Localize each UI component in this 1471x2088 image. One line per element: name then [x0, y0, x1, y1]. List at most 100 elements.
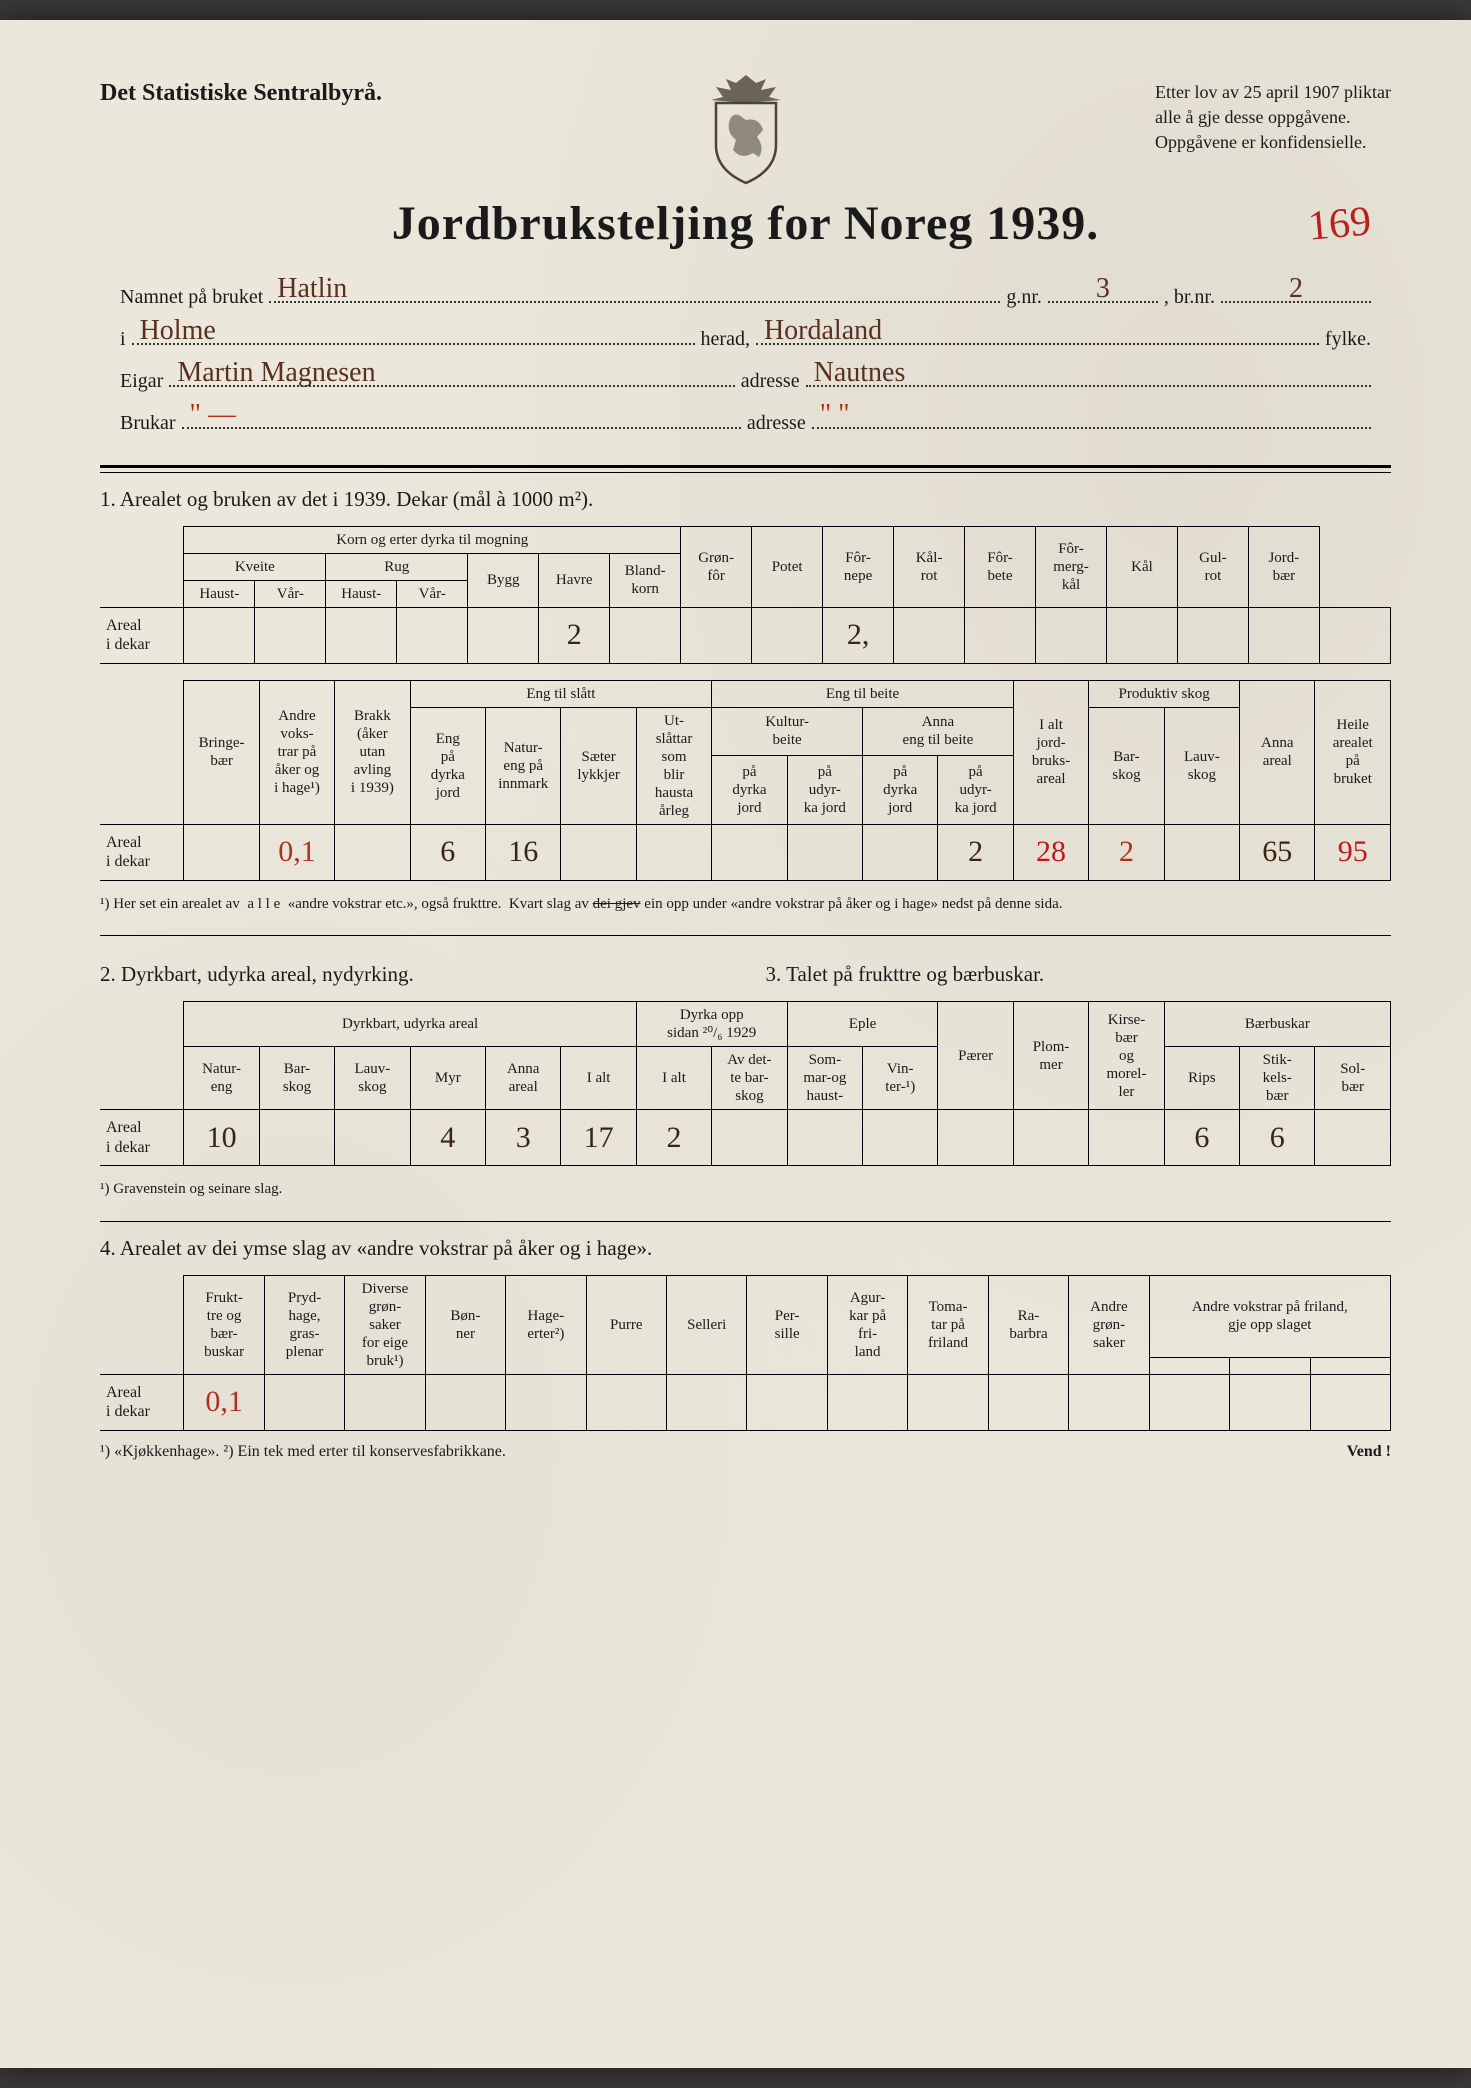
- col-kveite-vaar: Vår-: [255, 580, 326, 607]
- col-forbete: Fôr-bete: [965, 526, 1036, 607]
- col-saeter: Sæterlykkjer: [561, 707, 636, 824]
- section2-title: 2. Dyrkbart, udyrka areal, nydyrking.: [100, 962, 726, 987]
- col-persille: Per-sille: [747, 1275, 827, 1374]
- col-lauvskog: Lauv-skog: [335, 1047, 410, 1110]
- fylke-field: Hordaland: [756, 323, 1319, 345]
- col-kulturbeite: Kultur-beite: [712, 707, 863, 756]
- herad-field: Holme: [132, 323, 695, 345]
- val-anna-areal: 65: [1240, 824, 1315, 880]
- i-label: i: [120, 328, 126, 351]
- col-kal: Kål: [1106, 526, 1177, 607]
- col-prod-skog: Produktiv skog: [1089, 680, 1240, 707]
- col-utslattar: Ut-slåttarsomblirhaustaårleg: [636, 707, 711, 824]
- col-friland-1: [1149, 1358, 1229, 1375]
- col-friland-2: [1230, 1358, 1310, 1375]
- fylke-label: fylke.: [1325, 328, 1371, 351]
- legal-line-1: Etter lov av 25 april 1907 pliktar: [1155, 80, 1391, 105]
- herad-label: herad,: [701, 328, 750, 351]
- namnet-field: Hatlin: [269, 281, 1000, 303]
- col-solbaer: Sol-bær: [1315, 1047, 1391, 1110]
- col-blandkorn: Bland-korn: [610, 553, 681, 607]
- col-natureng-innmark: Natur-eng påinnmark: [486, 707, 561, 824]
- col-gronfor: Grøn-fôr: [681, 526, 752, 607]
- col-anna-areal: Annaareal: [486, 1047, 561, 1110]
- identification-block: Namnet på bruket Hatlin g.nr. 3 , br.nr.…: [120, 281, 1371, 435]
- legal-line-3: Oppgåvene er konfidensielle.: [1155, 130, 1391, 155]
- col-jordbaer: Jord-bær: [1248, 526, 1319, 607]
- adresse-label: adresse: [741, 370, 800, 393]
- val-ialt2: 2: [636, 1110, 711, 1166]
- col-agurkar: Agur-kar påfri-land: [827, 1275, 907, 1374]
- col-prydhage: Pryd-hage,gras-plenar: [264, 1275, 344, 1374]
- col-baerbuskar: Bærbuskar: [1164, 1002, 1390, 1047]
- divider: [100, 472, 1391, 473]
- col-natureng: Natur-eng: [184, 1047, 259, 1110]
- col-brakk: Brakk(åkerutanavlingi 1939): [335, 680, 410, 824]
- namnet-value: Hatlin: [277, 273, 347, 305]
- col-rips: Rips: [1164, 1047, 1239, 1110]
- col-formergkal: Fôr-merg-kål: [1036, 526, 1107, 607]
- val-potet: 2,: [823, 607, 894, 663]
- col-frukttre: Frukt-tre ogbær-buskar: [184, 1275, 264, 1374]
- divider: [100, 465, 1391, 468]
- col-avdet-barskog: Av det-te bar-skog: [712, 1047, 787, 1110]
- agency-name: Det Statistiske Sentralbyrå.: [100, 80, 382, 107]
- col-ialt: I alt: [561, 1047, 636, 1110]
- section-2-3-titles: 2. Dyrkbart, udyrka areal, nydyrking. 3.…: [100, 950, 1391, 1001]
- col-stikkelsbaer: Stik-kels-bær: [1240, 1047, 1315, 1110]
- page-number-handwritten: 169: [1306, 197, 1373, 250]
- table-1b-data-row: Areali dekar 0,1 6 16 2 28 2 65 95: [100, 824, 1391, 880]
- val-eng-dyrka: 6: [410, 824, 485, 880]
- col-bygg: Bygg: [468, 553, 539, 607]
- brukar-value: " —: [190, 399, 236, 431]
- col-group-dyrkbart: Dyrkbart, udyrka areal: [184, 1002, 636, 1047]
- adresse2-value: " ": [820, 399, 850, 431]
- gnr-field: 3: [1048, 281, 1158, 303]
- header: Det Statistiske Sentralbyrå. Etter lov a…: [100, 80, 1391, 156]
- brukar-label: Brukar: [120, 412, 176, 435]
- col-kb-dyrka: pådyrkajord: [712, 756, 787, 824]
- col-rug-haust: Haust-: [326, 580, 397, 607]
- col-hageerter: Hage-erter²): [506, 1275, 586, 1374]
- col-paerer: Pærer: [938, 1002, 1013, 1110]
- val-andre-vokstrar: 0,1: [259, 824, 334, 880]
- legal-line-2: alle å gje desse oppgåvene.: [1155, 105, 1391, 130]
- col-rabarbra: Ra-barbra: [988, 1275, 1068, 1374]
- row-label: Areali dekar: [100, 1374, 184, 1430]
- col-eple: Eple: [787, 1002, 938, 1047]
- col-andre-gron: Andregrøn-saker: [1069, 1275, 1149, 1374]
- col-kirsebaer: Kirse-bærogmorel-ler: [1089, 1002, 1164, 1110]
- col-vinter: Vin-ter-¹): [863, 1047, 938, 1110]
- col-fornepe: Fôr-nepe: [823, 526, 894, 607]
- section2-footnote: ¹) Gravenstein og seinare slag.: [100, 1178, 1391, 1201]
- section4-footnote: ¹) «Kjøkkenhage». ²) Ein tek med erter t…: [100, 1443, 506, 1461]
- col-kveite-haust: Haust-: [184, 580, 255, 607]
- col-kveite: Kveite: [184, 553, 326, 580]
- val-stikkelsbaer: 6: [1240, 1110, 1315, 1166]
- col-sommar: Som-mar-oghaust-: [787, 1047, 862, 1110]
- brnr-label: , br.nr.: [1164, 286, 1215, 309]
- col-gulrot: Gul-rot: [1177, 526, 1248, 607]
- val-barskog: 2: [1089, 824, 1164, 880]
- col-potet: Potet: [752, 526, 823, 607]
- col-havre: Havre: [539, 553, 610, 607]
- col-kalrot: Kål-rot: [894, 526, 965, 607]
- col-eng-dyrka: Engpådyrkajord: [410, 707, 485, 824]
- table-1a-data-row: Areali dekar 2 2,: [100, 607, 1391, 663]
- adresse-field: Nautnes: [806, 365, 1371, 387]
- gnr-label: g.nr.: [1006, 286, 1042, 309]
- val-myr: 4: [410, 1110, 485, 1166]
- brnr-field: 2: [1221, 281, 1371, 303]
- fylke-value: Hordaland: [764, 315, 882, 347]
- table-1a: Korn og erter dyrka til mogning Grøn-fôr…: [100, 526, 1391, 664]
- col-barskog: Bar-skog: [259, 1047, 334, 1110]
- row-label: Areali dekar: [100, 1110, 184, 1166]
- col-anna-areal: Annaareal: [1240, 680, 1315, 824]
- val-anna-udyrka: 2: [938, 824, 1013, 880]
- table-4-data-row: Areali dekar 0,1: [100, 1374, 1391, 1430]
- val-ialt: 17: [561, 1110, 636, 1166]
- gnr-value: 3: [1096, 273, 1110, 305]
- col-eng-beite: Eng til beite: [712, 680, 1014, 707]
- vend-label: Vend !: [1347, 1443, 1391, 1461]
- norwegian-coat-of-arms-icon: [701, 75, 791, 190]
